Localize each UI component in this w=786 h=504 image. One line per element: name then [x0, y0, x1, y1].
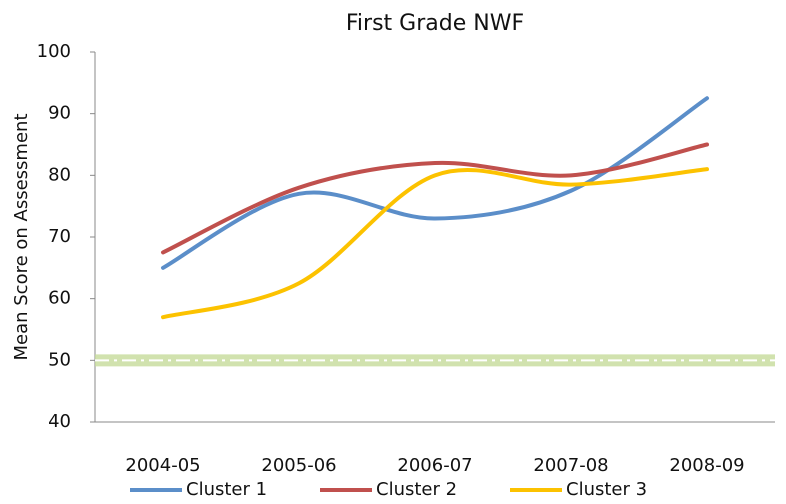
series-line: [161, 96, 709, 270]
series-line: [161, 167, 709, 320]
y-tick-label: 40: [48, 411, 71, 432]
x-tick-label: 2004-05: [125, 455, 200, 476]
legend-label: Cluster 3: [566, 479, 647, 500]
y-tick-label: 90: [48, 103, 71, 124]
y-tick-label: 60: [48, 288, 71, 309]
series-line: [161, 142, 709, 255]
x-tick-label: 2006-07: [397, 455, 472, 476]
y-tick-label: 50: [48, 349, 71, 370]
x-tick-label: 2007-08: [533, 455, 608, 476]
chart-title: First Grade NWF: [346, 11, 524, 36]
x-tick-label: 2005-06: [261, 455, 336, 476]
y-tick-label: 70: [48, 226, 71, 247]
x-tick-label: 2008-09: [669, 455, 744, 476]
y-axis-label: Mean Score on Assessment: [11, 113, 32, 360]
legend-label: Cluster 1: [186, 479, 267, 500]
y-tick-label: 80: [48, 164, 71, 185]
y-tick-label: 100: [37, 41, 71, 62]
legend-label: Cluster 2: [376, 479, 457, 500]
